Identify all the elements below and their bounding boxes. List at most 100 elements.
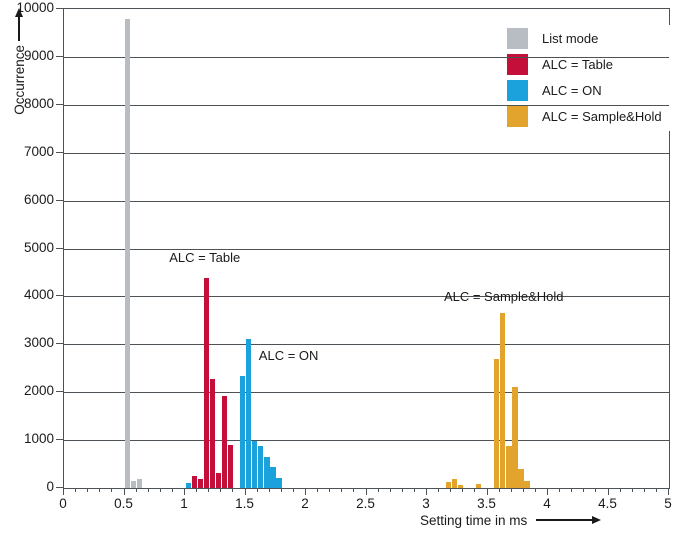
x-axis-minor-tick bbox=[171, 488, 173, 492]
x-axis-minor-tick bbox=[111, 488, 113, 492]
y-axis-tick-0 bbox=[56, 487, 63, 488]
x-axis-tick-label-4: 4 bbox=[543, 496, 551, 511]
x-axis-minor-tick bbox=[583, 488, 585, 492]
x-axis-label: Setting time in ms bbox=[420, 512, 528, 528]
y-axis-tick-label-10000: 10000 bbox=[16, 0, 54, 15]
bar-alc-table-1.05 bbox=[191, 475, 197, 488]
gridline-5000 bbox=[64, 248, 669, 250]
x-axis-tick-label-2: 2 bbox=[301, 496, 309, 511]
plot-area: List mode ALC = Table ALC = ON ALC = Sample… bbox=[63, 8, 672, 489]
bar-alc-table-1.15 bbox=[203, 278, 210, 488]
legend-item: List mode bbox=[507, 27, 662, 49]
x-axis-arrow-line bbox=[536, 519, 593, 521]
y-axis-tick-10000 bbox=[56, 8, 63, 9]
bar-alc-sample-hold-3.6 bbox=[500, 313, 506, 488]
x-axis-minor-tick bbox=[643, 488, 645, 492]
y-axis-tick-label-3000: 3000 bbox=[23, 335, 54, 351]
x-axis-tick-label-3: 3 bbox=[422, 496, 430, 511]
gridline-4000 bbox=[64, 296, 669, 298]
gridline-8000 bbox=[64, 104, 669, 106]
x-axis-minor-tick bbox=[413, 488, 415, 492]
y-axis-tick-4000 bbox=[56, 295, 63, 297]
bar-alc-sample-hold-3.25 bbox=[457, 485, 464, 488]
x-axis-major-tick bbox=[486, 488, 488, 495]
x-axis-major-tick bbox=[426, 488, 427, 495]
legend-item: ALC = Sample&Hold bbox=[507, 105, 662, 127]
y-axis-tick-7000 bbox=[56, 151, 63, 153]
x-axis-minor-tick bbox=[595, 488, 597, 492]
x-axis-major-tick bbox=[668, 488, 669, 495]
bar-alc-sample-hold-3.4 bbox=[476, 483, 482, 488]
y-axis-tick-label-5000: 5000 bbox=[23, 239, 54, 255]
x-axis-minor-tick bbox=[159, 488, 161, 492]
x-axis-minor-tick bbox=[377, 488, 379, 492]
bar-alc-on-1.55 bbox=[252, 440, 258, 488]
legend-item: ALC = Table bbox=[507, 53, 662, 75]
x-axis-major-tick bbox=[607, 488, 609, 495]
y-axis-tick-label-7000: 7000 bbox=[23, 143, 54, 159]
y-axis-title: Occurrence bbox=[10, 8, 28, 115]
x-axis-minor-tick bbox=[232, 488, 234, 492]
x-axis-minor-tick bbox=[208, 488, 210, 492]
x-axis-minor-tick bbox=[462, 488, 464, 492]
y-axis-up-arrow-icon bbox=[15, 8, 23, 17]
gridline-2000 bbox=[64, 392, 669, 394]
x-axis-minor-tick bbox=[534, 488, 536, 492]
legend: List mode ALC = Table ALC = ON ALC = Sample… bbox=[505, 25, 672, 131]
y-axis-tick-label-9000: 9000 bbox=[23, 47, 54, 63]
bar-list-mode-0.5 bbox=[125, 19, 131, 488]
y-axis-tick-9000 bbox=[56, 55, 63, 57]
bar-alc-on-1.6 bbox=[258, 446, 264, 488]
x-axis-tick-label-4.5: 4.5 bbox=[598, 496, 617, 511]
y-axis-tick-5000 bbox=[56, 247, 63, 249]
bar-list-mode-0.6 bbox=[137, 479, 143, 488]
legend-swatch bbox=[507, 105, 528, 127]
legend-swatch bbox=[507, 79, 528, 101]
x-axis-tick-label-0: 0 bbox=[59, 496, 67, 511]
x-axis-minor-tick bbox=[147, 488, 149, 492]
x-axis-tick-label-1: 1 bbox=[180, 496, 188, 511]
x-axis-minor-tick bbox=[571, 488, 573, 492]
x-axis-major-tick bbox=[244, 488, 246, 495]
annotation-alc-sample-hold: ALC = Sample&Hold bbox=[443, 289, 564, 305]
bar-alc-sample-hold-3.2 bbox=[451, 479, 458, 488]
bar-alc-sample-hold-3.7 bbox=[512, 387, 518, 488]
x-axis-tick-label-3.5: 3.5 bbox=[477, 496, 496, 511]
bar-alc-sample-hold-3.8 bbox=[524, 481, 530, 488]
bar-alc-table-1.35 bbox=[227, 444, 234, 488]
bar-alc-sample-hold-3.55 bbox=[494, 358, 500, 488]
x-axis-major-tick bbox=[365, 488, 367, 495]
x-axis-minor-tick bbox=[498, 488, 500, 492]
gridline-7000 bbox=[64, 152, 669, 154]
x-axis-minor-tick bbox=[401, 488, 403, 492]
y-axis-tick-6000 bbox=[56, 199, 63, 201]
gridline-3000 bbox=[64, 344, 669, 346]
x-axis-minor-tick bbox=[75, 488, 77, 492]
x-axis-major-tick bbox=[63, 488, 64, 495]
x-axis-minor-tick bbox=[353, 488, 355, 492]
x-axis-minor-tick bbox=[510, 488, 512, 492]
x-axis-right-arrow-icon bbox=[592, 516, 602, 524]
x-axis-minor-tick bbox=[522, 488, 524, 492]
x-axis-title: Setting time in ms bbox=[420, 511, 602, 529]
x-axis-tick-label-1.5: 1.5 bbox=[235, 496, 254, 511]
gridline-9000 bbox=[64, 56, 669, 58]
x-axis-minor-tick bbox=[474, 488, 476, 492]
bar-alc-on-1.45 bbox=[240, 376, 246, 488]
legend-label: ALC = ON bbox=[542, 82, 602, 98]
bar-alc-on-1.65 bbox=[264, 457, 270, 488]
legend-swatch bbox=[507, 53, 528, 75]
legend-label: ALC = Table bbox=[542, 56, 613, 72]
annotation-alc-table: ALC = Table bbox=[169, 249, 241, 265]
x-axis-minor-tick bbox=[341, 488, 343, 492]
gridline-1000 bbox=[64, 440, 669, 442]
legend-label: List mode bbox=[542, 30, 599, 46]
bar-alc-on-1.5 bbox=[246, 338, 252, 488]
x-axis-major-tick bbox=[123, 488, 125, 495]
bar-alc-table-1.2 bbox=[209, 378, 216, 488]
x-axis-minor-tick bbox=[559, 488, 561, 492]
y-axis-tick-label-8000: 8000 bbox=[23, 95, 54, 111]
legend-swatch bbox=[507, 27, 528, 49]
x-axis-minor-tick bbox=[280, 488, 282, 492]
